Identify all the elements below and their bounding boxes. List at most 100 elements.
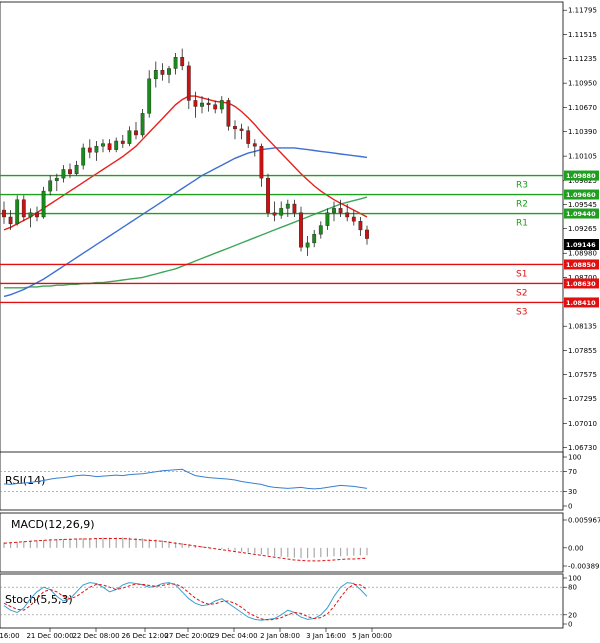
candle bbox=[318, 221, 323, 239]
pivot-label-r3: R3 bbox=[516, 181, 528, 191]
candle-body bbox=[239, 128, 244, 131]
pivot-price-label: 1.08410 bbox=[566, 299, 596, 307]
candle-body bbox=[2, 209, 6, 218]
y-tick-label: 1.07855 bbox=[568, 347, 597, 355]
current-price-box bbox=[564, 239, 599, 250]
candle bbox=[120, 134, 125, 148]
pivot-price-label: 1.08630 bbox=[566, 280, 596, 288]
macd-panel-border bbox=[0, 512, 564, 573]
candle bbox=[180, 48, 185, 71]
macd-series: 0.005967 0.00 -0.003896 bbox=[3, 517, 600, 571]
x-tick-label: 27 Dec 20:00 bbox=[164, 632, 211, 640]
candle-body bbox=[226, 100, 231, 127]
candle-body bbox=[266, 177, 270, 213]
x-tick-label: 21 Dec 00:00 bbox=[26, 632, 73, 640]
stoch-k-line bbox=[3, 582, 368, 621]
candle bbox=[54, 173, 59, 192]
candle-body bbox=[94, 145, 99, 153]
pivot-price-box bbox=[564, 297, 599, 308]
candle-body bbox=[61, 169, 66, 179]
candle-body bbox=[81, 147, 86, 166]
pivot-price-box bbox=[564, 208, 599, 219]
candle bbox=[305, 235, 310, 256]
candle bbox=[68, 163, 72, 179]
pivot-price-label: 1.09880 bbox=[566, 172, 596, 180]
candle bbox=[338, 199, 343, 217]
y-tick-label: 1.08980 bbox=[568, 250, 597, 258]
candle-body bbox=[173, 57, 178, 69]
candle-body bbox=[272, 212, 277, 216]
y-tick-label: 0.00 bbox=[568, 544, 584, 552]
current-price-label: 1.09146 bbox=[566, 241, 596, 249]
y-tick-label: 1.10950 bbox=[568, 80, 597, 88]
candlesticks bbox=[2, 48, 369, 256]
candle-body bbox=[35, 212, 39, 218]
candle-body bbox=[233, 126, 237, 130]
candle bbox=[114, 137, 119, 153]
y-tick-label: 70 bbox=[568, 468, 577, 476]
candle-body bbox=[54, 177, 59, 181]
y-tick-label: -0.003896 bbox=[568, 563, 600, 571]
candle bbox=[15, 195, 20, 226]
candle-body bbox=[41, 190, 46, 218]
candle bbox=[193, 91, 198, 118]
pivot-price-box bbox=[564, 278, 599, 289]
candle-body bbox=[213, 104, 218, 110]
macd-signal-line bbox=[3, 538, 368, 562]
candle bbox=[2, 201, 6, 224]
pivot-price-label: 1.09440 bbox=[566, 210, 596, 218]
rsi-line bbox=[3, 468, 368, 490]
candle bbox=[200, 96, 204, 114]
candle-body bbox=[252, 143, 257, 147]
rsi-panel-label: RSI(14) bbox=[5, 474, 45, 487]
pivot-label-r1: R1 bbox=[516, 219, 528, 229]
pivot-price-box bbox=[564, 189, 599, 200]
y-tick-label: 1.11795 bbox=[568, 7, 597, 15]
candle bbox=[81, 143, 86, 170]
candle-body bbox=[305, 242, 310, 248]
candle-body bbox=[332, 208, 336, 213]
candle bbox=[8, 210, 13, 230]
stoch-panel-label: Stoch(5,5,3) bbox=[5, 593, 73, 606]
y-tick-label: 1.11235 bbox=[568, 55, 597, 63]
candle bbox=[101, 139, 105, 153]
x-tick-label: 22 Dec 08:00 bbox=[72, 632, 119, 640]
candle-body bbox=[101, 143, 105, 147]
current-price-marker: 1.09146 bbox=[564, 239, 599, 250]
candle-body bbox=[147, 78, 152, 114]
candle-body bbox=[21, 199, 26, 218]
main-price-panel: 1.11795 1.11515 1.11235 1.10950 1.10670 1.103… bbox=[0, 1, 599, 458]
candle bbox=[153, 61, 158, 88]
pivot-label-r2: R2 bbox=[516, 200, 528, 210]
candle-body bbox=[15, 199, 20, 225]
pivot-levels: R3 1.09880 R2 1.09660 R1 1.09440 S1 1.08850 S2 1.… bbox=[0, 170, 599, 317]
candle bbox=[259, 143, 264, 187]
candle bbox=[147, 70, 152, 118]
y-tick-label: 1.09265 bbox=[568, 225, 597, 233]
candle-body bbox=[318, 225, 323, 235]
x-tick-label: 5 Jan 00:00 bbox=[352, 632, 392, 640]
candle-body bbox=[345, 212, 350, 218]
y-tick-label: 1.07295 bbox=[568, 395, 597, 403]
candle bbox=[246, 126, 251, 148]
pivot-price-box bbox=[564, 259, 599, 270]
candle bbox=[279, 201, 284, 219]
y-tick-label: 1.08700 bbox=[568, 274, 597, 282]
candle-body bbox=[186, 65, 191, 101]
candle-body bbox=[28, 212, 33, 218]
candle-body bbox=[74, 164, 79, 175]
stoch-panel-border bbox=[0, 573, 564, 629]
y-tick-label: 1.06730 bbox=[568, 444, 597, 452]
candle bbox=[61, 165, 66, 183]
y-tick-label: 1.10390 bbox=[568, 128, 597, 136]
candle-body bbox=[351, 216, 356, 222]
candle-body bbox=[68, 169, 72, 175]
candle bbox=[28, 208, 33, 228]
y-tick-label: 0 bbox=[568, 621, 572, 629]
macd-panel-label: MACD(12,26,9) bbox=[11, 518, 95, 531]
y-tick-label: 1.11515 bbox=[568, 31, 597, 39]
y-tick-label: 1.09825 bbox=[568, 177, 597, 185]
